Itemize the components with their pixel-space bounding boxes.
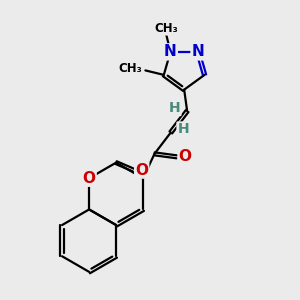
Text: H: H	[169, 101, 181, 115]
Text: N: N	[164, 44, 177, 59]
Text: O: O	[178, 149, 192, 164]
Text: O: O	[82, 171, 96, 186]
Text: N: N	[192, 44, 204, 59]
Text: O: O	[135, 163, 148, 178]
Text: H: H	[178, 122, 189, 136]
Text: CH₃: CH₃	[119, 62, 142, 75]
Text: CH₃: CH₃	[154, 22, 178, 34]
